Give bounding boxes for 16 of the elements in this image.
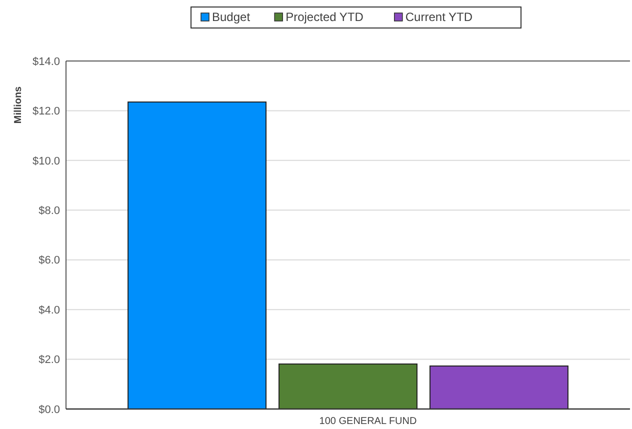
legend-label: Current YTD — [405, 10, 473, 24]
legend-label: Budget — [212, 10, 251, 24]
bar — [128, 102, 267, 410]
legend-label: Projected YTD — [286, 10, 364, 24]
y-tick-label: $10.0 — [32, 155, 60, 168]
y-tick-label: $6.0 — [38, 254, 60, 267]
y-tick-label: $8.0 — [38, 204, 60, 217]
y-tick-label: $0.0 — [38, 404, 60, 416]
y-tick-label: $12.0 — [32, 106, 60, 118]
y-tick-label: $2.0 — [38, 354, 60, 366]
y-tick-label: $14.0 — [32, 56, 60, 68]
y-tick-label: $4.0 — [38, 304, 60, 316]
bar — [429, 365, 568, 410]
x-tick-label: 100 GENERAL FUND — [319, 416, 417, 427]
y-axis-title: Millions — [13, 86, 24, 124]
bar — [278, 364, 418, 410]
